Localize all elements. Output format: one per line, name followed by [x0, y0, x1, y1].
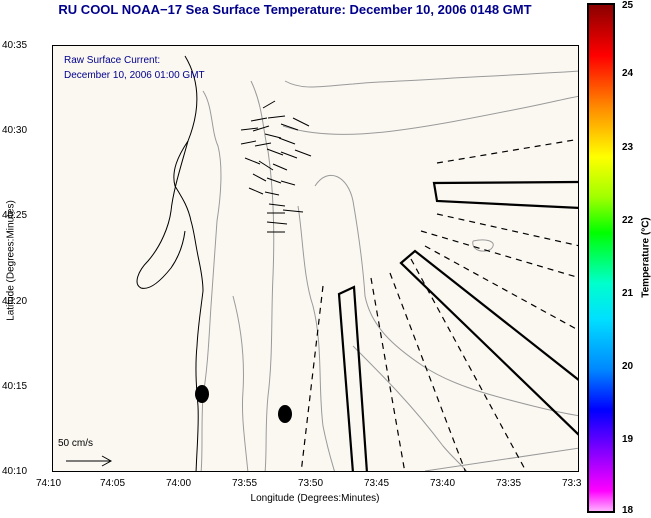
map-svg — [66, 55, 578, 471]
current-vector — [250, 117, 268, 122]
x-tick-label: 73:35 — [496, 478, 522, 489]
current-vector — [267, 115, 286, 119]
current-vector — [258, 160, 274, 171]
current-vector — [282, 209, 304, 213]
current-vectors — [66, 100, 312, 467]
y-tick-label: 40:25 — [2, 210, 28, 221]
colorbar-tick-label: 19 — [622, 434, 634, 445]
colorbar-tick-label: 18 — [622, 505, 634, 516]
y-axis-label: Latitude (Degrees:Minutes) — [5, 200, 17, 321]
current-vector — [240, 127, 259, 131]
x-axis-label: Longitude (Degrees:Minutes) — [250, 493, 380, 504]
radial-line — [436, 213, 578, 247]
current-vector — [240, 140, 257, 145]
current-vector — [266, 221, 288, 225]
contour-line — [297, 205, 335, 471]
current-vector — [254, 142, 272, 147]
subtitle-line-1: Raw Surface Current: — [64, 55, 161, 66]
sector-outline — [432, 180, 578, 210]
subtitle-line-2: December 10, 2006 01:00 GMT — [64, 70, 205, 81]
sector-outline — [337, 285, 368, 471]
contour-line — [424, 447, 578, 471]
radial-line — [410, 258, 527, 471]
current-vector — [272, 163, 288, 171]
radial-line — [420, 230, 578, 279]
x-tick-label: 73:55 — [232, 478, 258, 489]
radial-line — [424, 245, 578, 331]
current-vector — [244, 157, 261, 165]
contour-line — [200, 90, 222, 471]
contour-line — [282, 95, 578, 135]
colorbar-tick-label: 24 — [622, 68, 634, 79]
contour-line — [314, 174, 578, 417]
y-tick-label: 40:10 — [2, 466, 28, 477]
contour-line — [472, 239, 494, 252]
x-tick-label: 74:10 — [36, 478, 62, 489]
x-tick-label: 73:45 — [364, 478, 390, 489]
contour-line — [232, 295, 249, 471]
temperature-colorbar — [587, 3, 615, 513]
radial-line — [436, 138, 578, 164]
radial-dashed-lines — [300, 138, 578, 471]
colorbar-tick-label: 20 — [622, 361, 634, 372]
y-tick-label: 40:30 — [2, 125, 28, 136]
current-vector — [264, 133, 282, 139]
colorbar-tick-label: 22 — [622, 215, 634, 226]
y-tick-label: 40:15 — [2, 381, 28, 392]
x-tick-label: 74:00 — [166, 478, 192, 489]
x-tick-label: 73:50 — [298, 478, 324, 489]
x-tick-label: 74:05 — [100, 478, 126, 489]
current-vector — [280, 123, 299, 131]
coastline — [173, 55, 204, 471]
current-vector — [262, 100, 276, 109]
current-vector — [266, 177, 282, 184]
current-vector — [264, 191, 280, 196]
colorbar-tick-label: 23 — [622, 142, 634, 153]
sector-outlines — [337, 180, 578, 471]
y-tick-label: 40:35 — [2, 40, 28, 51]
x-tick-label: 73:3 — [562, 478, 582, 489]
marker-dot — [195, 385, 209, 403]
contour-line — [352, 345, 468, 471]
current-vector — [292, 117, 310, 127]
plot-title: RU COOL NOAA−17 Sea Surface Temperature:… — [58, 2, 532, 17]
radial-line — [300, 285, 324, 471]
current-vector — [278, 137, 296, 145]
current-vector — [252, 173, 267, 182]
scale-arrow-head — [101, 455, 113, 467]
current-vector — [268, 203, 286, 207]
coastline — [136, 140, 189, 289]
bathymetry-contours — [200, 70, 578, 471]
current-vector — [248, 187, 264, 195]
radial-line — [370, 277, 406, 471]
contour-line — [284, 70, 578, 88]
y-tick-label: 40:20 — [2, 296, 28, 307]
scale-label: 50 cm/s — [58, 438, 94, 449]
colorbar-tick-label: 25 — [622, 0, 634, 11]
colorbar-tick-label: 21 — [622, 288, 634, 299]
current-vector — [266, 148, 284, 156]
colorbar-title: Temperature (°C) — [640, 217, 651, 298]
sector-outline — [399, 249, 578, 436]
contour-line — [250, 80, 275, 471]
current-vector — [294, 149, 312, 157]
x-tick-label: 73:40 — [430, 478, 456, 489]
marker-dot — [278, 405, 292, 423]
current-vector — [280, 151, 298, 159]
map-panel[interactable] — [52, 45, 579, 472]
radial-line — [389, 272, 466, 471]
current-vector — [252, 125, 270, 132]
current-vector — [280, 180, 296, 186]
